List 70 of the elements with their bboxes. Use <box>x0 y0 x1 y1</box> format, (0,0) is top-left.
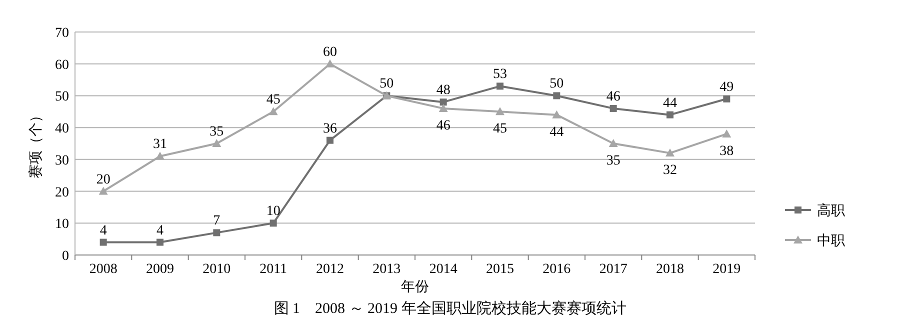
point <box>100 238 107 246</box>
point <box>326 136 334 144</box>
data-label: 44 <box>663 96 677 111</box>
point <box>496 107 504 116</box>
point <box>156 238 164 246</box>
point <box>610 104 617 112</box>
y-tick-label: 20 <box>55 185 69 200</box>
x-axis-title: 年份 <box>401 279 429 295</box>
point <box>552 110 562 118</box>
point <box>553 92 560 100</box>
data-label: 45 <box>493 122 507 137</box>
point <box>722 129 732 138</box>
point <box>98 186 108 195</box>
point <box>268 107 278 116</box>
x-tick-label: 2009 <box>146 262 174 277</box>
y-tick-label: 10 <box>55 217 69 232</box>
data-label: 46 <box>606 89 620 104</box>
y-tick-label: 70 <box>55 26 69 41</box>
data-label: 38 <box>720 144 734 159</box>
y-axis-title: 赛项（个） <box>28 108 44 178</box>
point <box>496 82 504 90</box>
x-tick-label: 2011 <box>260 262 288 277</box>
x-tick-label: 2012 <box>316 262 344 277</box>
point <box>213 229 220 236</box>
x-tick-label: 2015 <box>486 262 514 277</box>
data-label: 44 <box>550 124 564 140</box>
point <box>156 152 164 160</box>
data-label: 36 <box>323 121 337 136</box>
x-tick-label: 2013 <box>372 262 401 277</box>
data-label: 20 <box>96 172 110 188</box>
data-label: 53 <box>493 67 507 82</box>
data-label: 32 <box>663 163 677 178</box>
data-label: 31 <box>153 137 167 152</box>
point <box>326 59 334 68</box>
x-tick-label: 2014 <box>429 262 458 277</box>
data-label: 60 <box>323 44 337 60</box>
data-label: 46 <box>436 118 450 134</box>
point <box>723 95 730 102</box>
data-label: 35 <box>210 124 224 140</box>
x-tick-label: 2010 <box>202 262 231 277</box>
x-tick-label: 2017 <box>599 262 628 277</box>
legend-label: 中职 <box>817 233 845 249</box>
point <box>270 220 277 227</box>
x-tick-label: 2016 <box>542 262 571 277</box>
data-label: 49 <box>720 80 734 95</box>
data-label: 4 <box>156 223 164 238</box>
point <box>608 139 618 147</box>
data-label: 48 <box>436 83 450 98</box>
data-label: 45 <box>266 92 280 108</box>
data-label: 50 <box>550 76 564 92</box>
data-label: 35 <box>606 154 620 168</box>
data-label: 50 <box>380 76 394 92</box>
point <box>212 139 222 147</box>
point <box>666 148 674 157</box>
x-tick-label: 2019 <box>712 262 741 277</box>
y-tick-label: 40 <box>55 122 69 137</box>
point <box>440 98 447 106</box>
data-label: 10 <box>266 204 280 220</box>
point <box>438 104 448 112</box>
legend-label: 高职 <box>817 203 845 219</box>
y-tick-label: 60 <box>55 58 69 73</box>
data-label: 7 <box>213 214 220 229</box>
point <box>666 111 674 118</box>
y-tick-label: 0 <box>62 249 69 264</box>
x-tick-label: 2018 <box>656 262 684 277</box>
text: 图 1 2008 ～ 2019 年全国职业院校技能大赛赛项统计 <box>274 300 626 317</box>
x-tick-label: 2008 <box>89 262 118 277</box>
y-tick-label: 50 <box>55 90 69 105</box>
y-tick-label: 30 <box>55 153 69 168</box>
data-label: 4 <box>100 223 107 238</box>
